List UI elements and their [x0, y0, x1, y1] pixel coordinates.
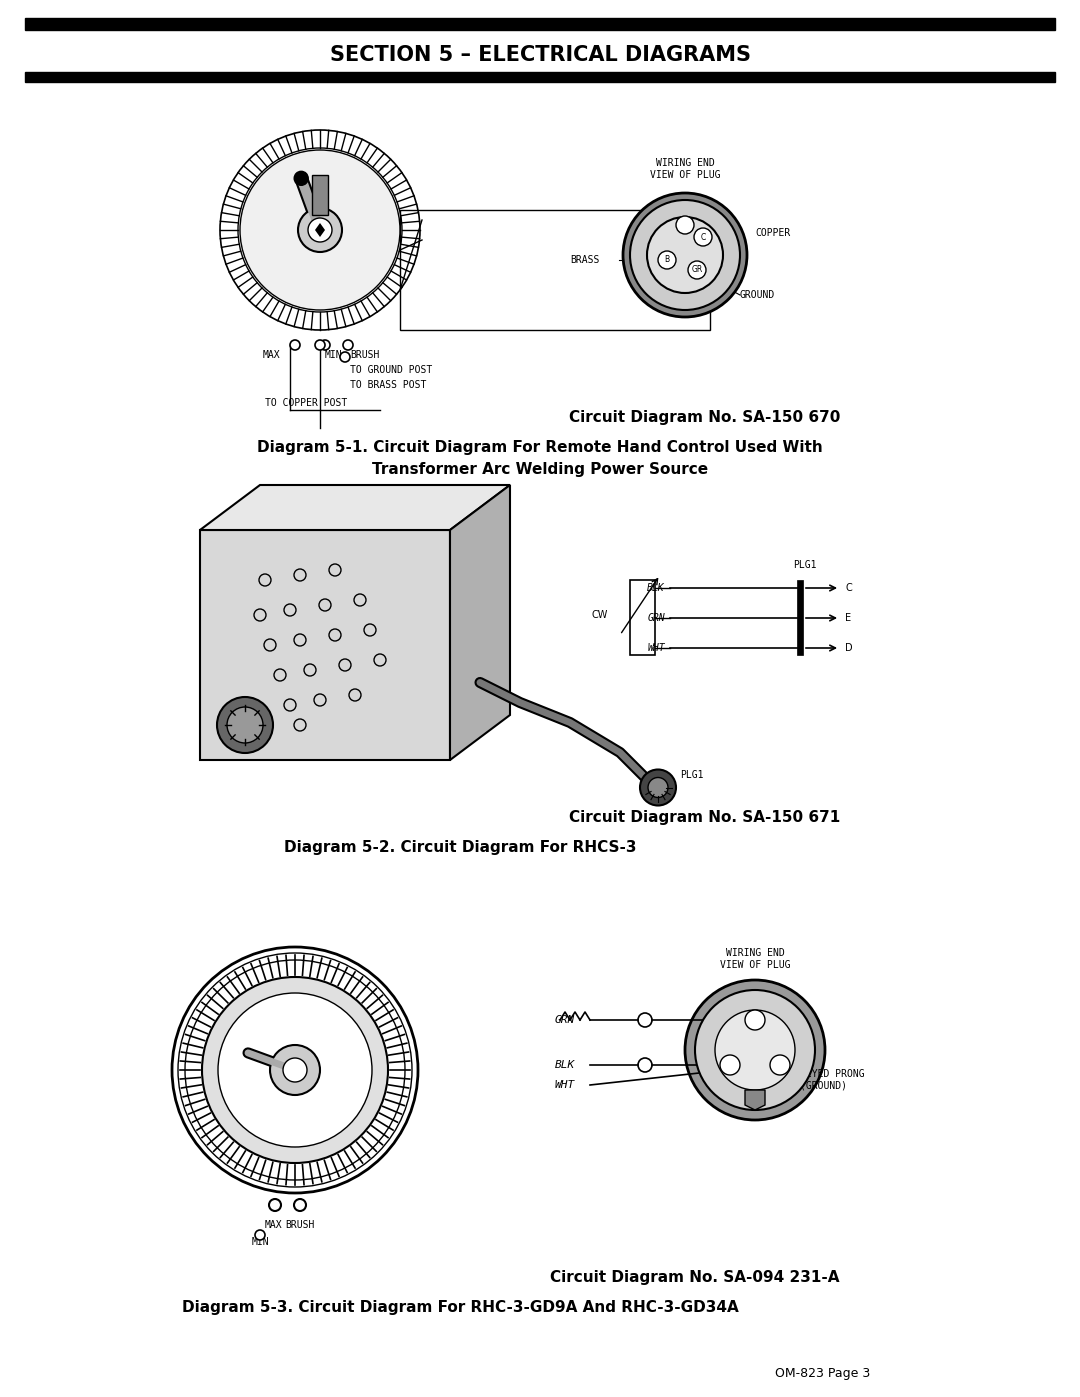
Polygon shape [450, 485, 510, 760]
Text: C: C [845, 583, 852, 592]
Circle shape [218, 993, 372, 1147]
Text: BRUSH: BRUSH [350, 351, 379, 360]
Text: OM-823 Page 3: OM-823 Page 3 [774, 1368, 870, 1380]
Text: E: E [845, 613, 851, 623]
Text: GRN: GRN [555, 1016, 576, 1025]
Text: Circuit Diagram No. SA-150 670: Circuit Diagram No. SA-150 670 [569, 409, 840, 425]
Text: MIN: MIN [252, 1236, 269, 1248]
Text: Diagram 5-1. Circuit Diagram For Remote Hand Control Used With: Diagram 5-1. Circuit Diagram For Remote … [257, 440, 823, 455]
Text: B: B [664, 256, 670, 264]
Text: Diagram 5-3. Circuit Diagram For RHC-3-GD9A And RHC-3-GD34A: Diagram 5-3. Circuit Diagram For RHC-3-G… [181, 1301, 739, 1315]
Circle shape [178, 953, 411, 1187]
Text: PLG1: PLG1 [793, 560, 816, 570]
Text: WIRING END
VIEW OF PLUG: WIRING END VIEW OF PLUG [719, 947, 791, 970]
Circle shape [202, 977, 388, 1162]
Circle shape [340, 352, 350, 362]
Text: Transformer Arc Welding Power Source: Transformer Arc Welding Power Source [372, 462, 708, 476]
Circle shape [185, 960, 405, 1180]
Text: CW: CW [592, 610, 608, 620]
Text: TO BRASS POST: TO BRASS POST [350, 380, 427, 390]
Circle shape [688, 261, 706, 279]
Text: Circuit Diagram No. SA-150 671: Circuit Diagram No. SA-150 671 [569, 810, 840, 826]
Text: GR: GR [691, 265, 703, 274]
Circle shape [294, 1199, 306, 1211]
Circle shape [238, 148, 402, 312]
Text: TO COPPER POST: TO COPPER POST [265, 398, 348, 408]
Text: TO GROUND POST: TO GROUND POST [350, 365, 432, 374]
Circle shape [715, 1010, 795, 1090]
Circle shape [647, 217, 723, 293]
Circle shape [270, 1045, 320, 1095]
Bar [312, 175, 328, 215]
Text: WHT: WHT [647, 643, 665, 652]
Text: SECTION 5 – ELECTRICAL DIAGRAMS: SECTION 5 – ELECTRICAL DIAGRAMS [329, 45, 751, 66]
Text: KEYED PRONG
(GROUND): KEYED PRONG (GROUND) [800, 1069, 865, 1091]
Text: PLG1: PLG1 [680, 771, 703, 781]
Text: COPPER: COPPER [755, 228, 791, 237]
Circle shape [315, 339, 325, 351]
Circle shape [685, 981, 825, 1120]
Polygon shape [315, 224, 325, 237]
Text: Diagram 5-2. Circuit Diagram For RHCS-3: Diagram 5-2. Circuit Diagram For RHCS-3 [284, 840, 636, 855]
Polygon shape [745, 1090, 765, 1111]
Text: WHT: WHT [555, 1080, 576, 1090]
Text: Circuit Diagram No. SA-094 231-A: Circuit Diagram No. SA-094 231-A [551, 1270, 840, 1285]
Circle shape [696, 990, 815, 1111]
Circle shape [630, 200, 740, 310]
Circle shape [269, 1199, 281, 1211]
Circle shape [220, 130, 420, 330]
Circle shape [623, 193, 747, 317]
Circle shape [320, 339, 330, 351]
Circle shape [298, 208, 342, 251]
Circle shape [648, 778, 669, 798]
Circle shape [294, 172, 308, 186]
Text: D: D [845, 643, 852, 652]
Circle shape [227, 707, 264, 743]
Circle shape [343, 339, 353, 351]
Polygon shape [200, 529, 450, 760]
Circle shape [720, 1055, 740, 1076]
Circle shape [255, 1229, 265, 1241]
Text: WIRING END
VIEW OF PLUG: WIRING END VIEW OF PLUG [650, 158, 720, 180]
Bar [797, 580, 804, 655]
Circle shape [172, 947, 418, 1193]
Circle shape [676, 217, 694, 235]
Bar [400, 210, 710, 330]
Circle shape [217, 697, 273, 753]
Polygon shape [200, 485, 510, 529]
Bar [25, 73, 1055, 82]
Text: C: C [700, 232, 705, 242]
Text: BLK: BLK [555, 1060, 576, 1070]
Circle shape [291, 339, 300, 351]
Circle shape [240, 149, 400, 310]
Circle shape [658, 251, 676, 270]
Circle shape [694, 228, 712, 246]
Text: BLK: BLK [647, 583, 665, 592]
Circle shape [770, 1055, 789, 1076]
Text: GRN: GRN [647, 613, 665, 623]
Text: BRUSH: BRUSH [285, 1220, 314, 1229]
Circle shape [640, 770, 676, 806]
Text: GROUND: GROUND [740, 291, 775, 300]
Circle shape [283, 1058, 307, 1083]
Text: BRASS: BRASS [570, 256, 600, 265]
Text: MIN: MIN [325, 351, 342, 360]
Circle shape [308, 218, 332, 242]
Bar [25, 18, 1055, 29]
Text: MAX: MAX [262, 351, 280, 360]
Text: MAX: MAX [265, 1220, 282, 1229]
Bar [630, 580, 654, 655]
Circle shape [745, 1010, 765, 1030]
